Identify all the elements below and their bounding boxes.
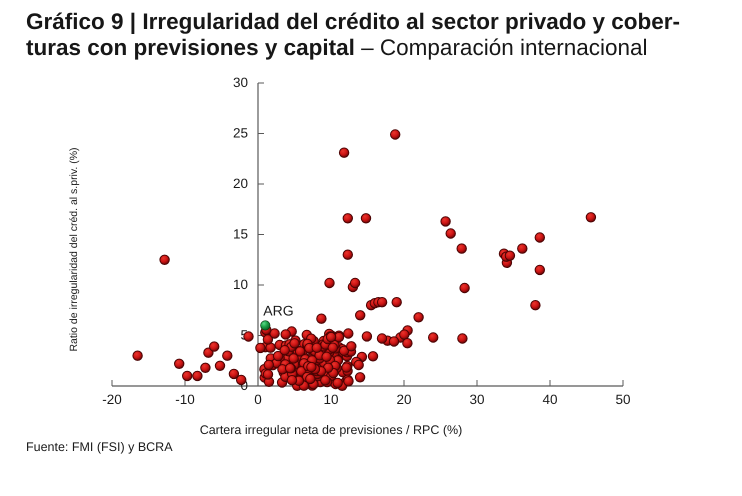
svg-text:30: 30 — [469, 392, 484, 407]
svg-text:40: 40 — [542, 392, 557, 407]
svg-text:20: 20 — [396, 392, 411, 407]
svg-text:10: 10 — [233, 277, 248, 292]
svg-text:ARG: ARG — [263, 302, 293, 318]
svg-text:25: 25 — [233, 126, 248, 141]
svg-text:-10: -10 — [175, 392, 195, 407]
svg-text:0: 0 — [254, 392, 262, 407]
svg-text:50: 50 — [615, 392, 630, 407]
svg-text:30: 30 — [233, 75, 248, 90]
svg-text:-20: -20 — [102, 392, 122, 407]
svg-text:20: 20 — [233, 176, 248, 191]
svg-text:10: 10 — [323, 392, 338, 407]
svg-text:15: 15 — [233, 227, 248, 242]
